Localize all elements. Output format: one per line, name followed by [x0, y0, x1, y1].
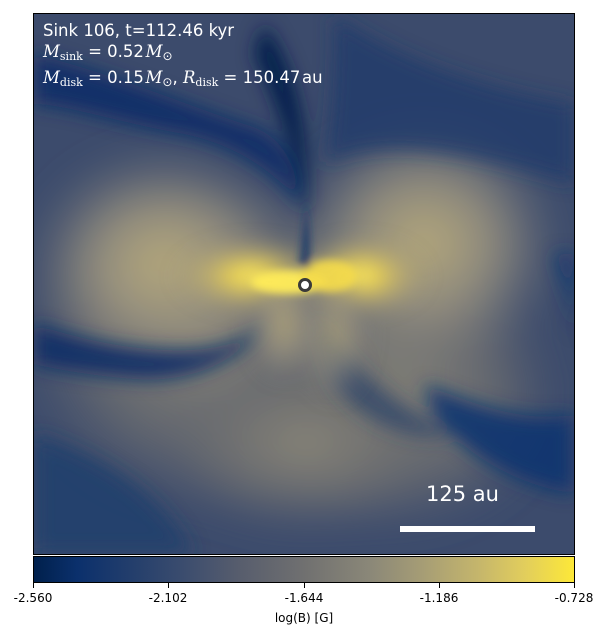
r-disk-value: 150.47	[242, 68, 301, 87]
colorbar-tick-label: -2.102	[148, 591, 188, 605]
colorbar-label: log(B) [G]	[274, 611, 334, 625]
m-disk-value: 0.15	[107, 68, 144, 87]
disk-line: Mdisk = 0.15 M⊙, Rdisk = 150.47 au	[43, 68, 323, 89]
m-sink-subscript: sink	[59, 50, 83, 63]
m-disk-subscript: disk	[59, 76, 83, 89]
sink-marker	[298, 278, 312, 292]
magnetic-field-map: Sink 106, t=112.46 kyr Msink = 0.52 M⊙ M…	[33, 13, 575, 555]
r-disk-subscript: disk	[195, 76, 219, 89]
sink-mass-line: Msink = 0.52 M⊙	[43, 42, 173, 63]
r-disk-unit: au	[302, 68, 323, 87]
solar-symbol-2: ⊙	[162, 75, 173, 89]
colorbar	[33, 556, 575, 583]
r-disk-symbol: R	[182, 68, 196, 87]
colorbar-tick-3	[439, 583, 440, 588]
scale-bar-label: 125 au	[426, 482, 499, 506]
sink-info: Sink 106, t=112.46 kyr Msink = 0.52 M⊙ M…	[43, 20, 323, 93]
colorbar-tick-label: -2.560	[13, 591, 53, 605]
colorbar-tick-0	[33, 583, 34, 588]
m-disk-symbol: M	[43, 68, 60, 87]
solar-symbol: ⊙	[162, 49, 173, 63]
colorbar-tick-label: -1.186	[419, 591, 459, 605]
colorbar-tick-4	[574, 583, 575, 588]
sink-title: Sink 106, t=112.46 kyr	[43, 21, 235, 40]
colorbar-tick-label: -0.728	[554, 591, 594, 605]
colorbar-tick-label: -1.644	[284, 591, 324, 605]
m-sink-value: 0.52	[107, 42, 144, 61]
m-sink-symbol: M	[43, 42, 60, 61]
scale-bar	[400, 526, 535, 532]
field-image	[34, 14, 574, 554]
colorbar-tick-1	[168, 583, 169, 588]
colorbar-tick-2	[304, 583, 305, 588]
